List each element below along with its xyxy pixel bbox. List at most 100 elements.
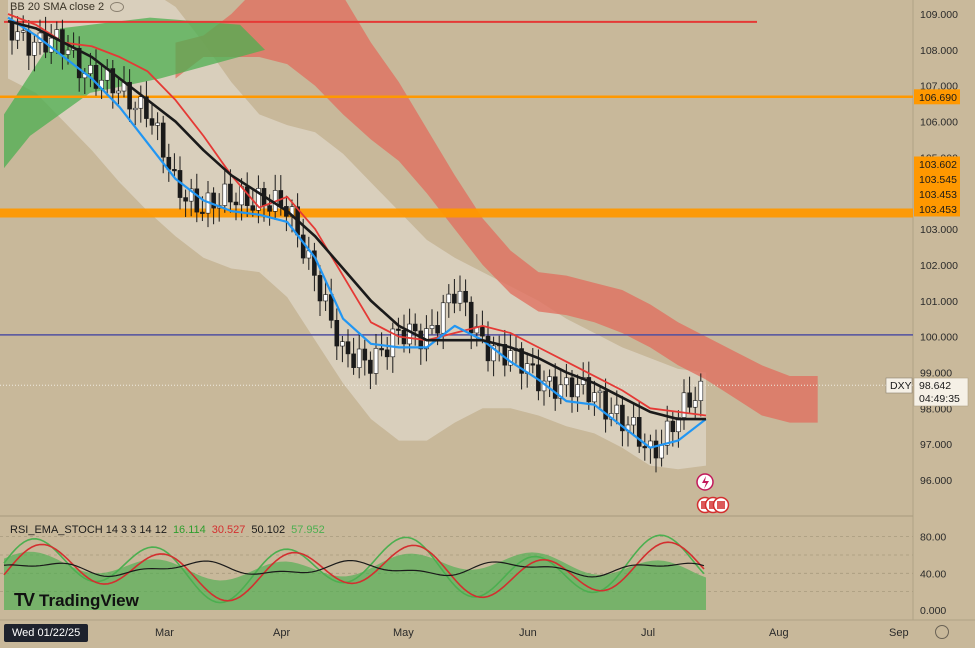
candle-up[interactable] — [547, 376, 552, 382]
candle-down[interactable] — [569, 377, 575, 398]
candle-up[interactable] — [373, 348, 379, 374]
candle-down[interactable] — [76, 47, 82, 79]
candle-down[interactable] — [233, 201, 239, 206]
indicator-legend[interactable]: BB 20 SMA close 2 — [10, 1, 125, 13]
candle-down[interactable] — [620, 404, 625, 432]
candle-up[interactable] — [88, 64, 93, 74]
tradingview-logo[interactable]: TV TradingView — [14, 590, 139, 611]
candle-down[interactable] — [396, 328, 401, 331]
rsi-legend[interactable]: RSI_EMA_STOCH 14 3 3 14 12 16.114 30.527… — [10, 524, 325, 536]
candle-down[interactable] — [144, 96, 149, 119]
candle-down[interactable] — [530, 363, 536, 366]
candle-down[interactable] — [379, 348, 384, 351]
level-tag: 103.453 — [919, 189, 957, 201]
candle-down[interactable] — [603, 390, 608, 420]
candle-up[interactable] — [558, 384, 564, 399]
candle-up[interactable] — [20, 30, 26, 33]
candle-up[interactable] — [65, 49, 71, 55]
price-tick: 103.000 — [920, 224, 958, 236]
event-icons[interactable] — [696, 473, 730, 514]
candle-down[interactable] — [351, 353, 356, 368]
candle-up[interactable] — [592, 392, 597, 403]
rsi-pane — [0, 534, 913, 610]
candle-up[interactable] — [32, 41, 37, 56]
candle-up[interactable] — [222, 183, 228, 206]
candle-up[interactable] — [15, 31, 20, 41]
candle-up[interactable] — [508, 350, 513, 366]
candle-up[interactable] — [155, 122, 160, 126]
bollinger-band-area — [8, 0, 706, 470]
candle-down[interactable] — [636, 417, 642, 447]
candle-down[interactable] — [9, 20, 15, 41]
candle-up[interactable] — [440, 302, 446, 334]
candle-down[interactable] — [384, 349, 390, 358]
candle-down[interactable] — [345, 341, 351, 355]
candle-up[interactable] — [390, 328, 396, 358]
candle-up[interactable] — [340, 341, 345, 347]
candle-down[interactable] — [670, 420, 676, 433]
candle-up[interactable] — [407, 323, 412, 345]
candle-down[interactable] — [412, 323, 418, 332]
candle-up[interactable] — [564, 377, 569, 386]
candle-down[interactable] — [149, 118, 155, 126]
candle-down[interactable] — [435, 325, 440, 334]
candle-up[interactable] — [256, 188, 261, 211]
candle-down[interactable] — [211, 192, 216, 209]
candle-down[interactable] — [183, 197, 188, 202]
candle-up[interactable] — [631, 417, 636, 426]
candle-down[interactable] — [362, 348, 368, 361]
candle-up[interactable] — [664, 420, 670, 446]
candle-up[interactable] — [429, 325, 435, 329]
candle-down[interactable] — [642, 446, 648, 449]
candle-up[interactable] — [597, 390, 603, 393]
eye-icon[interactable] — [110, 2, 125, 12]
candle-down[interactable] — [368, 359, 373, 374]
candle-down[interactable] — [452, 293, 457, 304]
candle-up[interactable] — [188, 188, 194, 202]
candle-down[interactable] — [172, 169, 177, 172]
candle-up[interactable] — [575, 384, 580, 398]
candle-up[interactable] — [457, 290, 463, 304]
settings-gear-icon[interactable] — [935, 625, 949, 639]
candle-down[interactable] — [334, 320, 340, 347]
candle-up[interactable] — [659, 445, 664, 459]
candle-down[interactable] — [480, 326, 485, 337]
candle-up[interactable] — [491, 345, 496, 362]
price-tick: 109.000 — [920, 9, 958, 21]
candle-up[interactable] — [356, 348, 362, 368]
candle-up[interactable] — [614, 404, 620, 414]
candle-down[interactable] — [687, 392, 692, 408]
candle-down[interactable] — [93, 64, 99, 89]
candle-down[interactable] — [200, 211, 205, 214]
candle-up[interactable] — [681, 392, 687, 418]
candle-down[interactable] — [468, 301, 474, 334]
candle-down[interactable] — [586, 377, 592, 403]
candle-up[interactable] — [676, 417, 681, 433]
candle-down[interactable] — [653, 440, 659, 459]
candle-up[interactable] — [138, 96, 144, 109]
candle-up[interactable] — [692, 400, 698, 408]
candle-down[interactable] — [194, 188, 200, 213]
candle-up[interactable] — [323, 294, 328, 302]
candle-down[interactable] — [485, 335, 491, 362]
candle-down[interactable] — [519, 348, 524, 374]
rsi-tick: 40.00 — [920, 568, 946, 580]
price-tick: 106.000 — [920, 117, 958, 129]
candle-down[interactable] — [110, 68, 116, 94]
candle-down[interactable] — [250, 205, 256, 211]
candle-down[interactable] — [228, 183, 233, 203]
candle-down[interactable] — [267, 205, 272, 212]
candle-up[interactable] — [116, 90, 121, 94]
candle-up[interactable] — [698, 380, 704, 401]
candle-down[interactable] — [317, 275, 323, 302]
candle-up[interactable] — [446, 293, 452, 304]
candle-down[interactable] — [300, 234, 306, 259]
candle-down[interactable] — [463, 290, 468, 303]
candle-down[interactable] — [26, 30, 32, 56]
candle-down[interactable] — [160, 122, 166, 158]
candle-down[interactable] — [127, 81, 132, 110]
candle-up[interactable] — [132, 107, 138, 111]
candle-down[interactable] — [552, 376, 558, 399]
horizontal-levels[interactable] — [0, 20, 913, 386]
